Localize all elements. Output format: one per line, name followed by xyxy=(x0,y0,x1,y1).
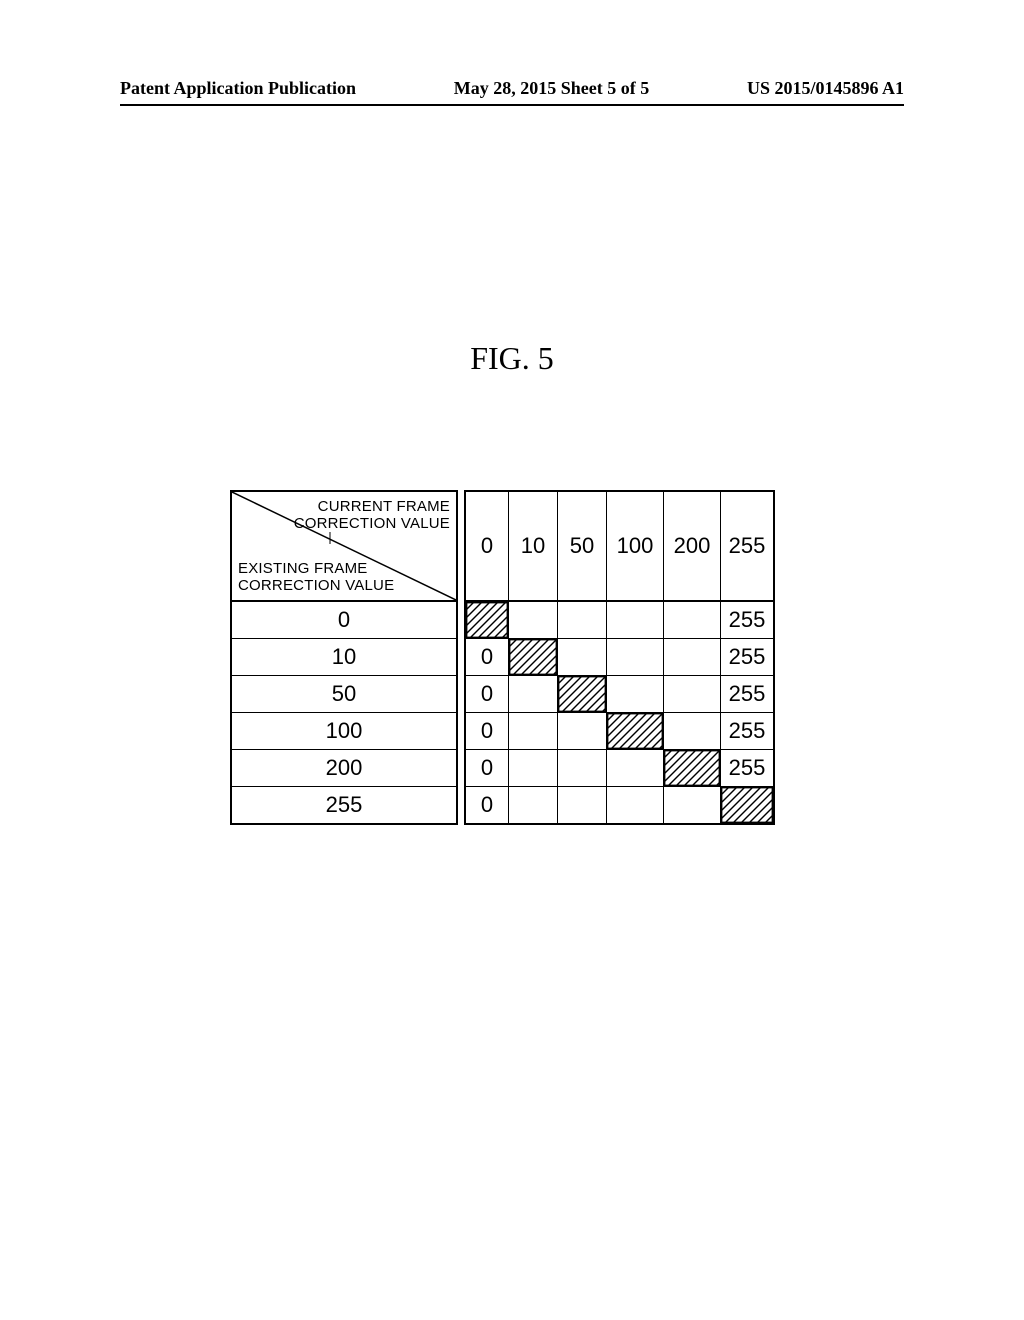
table-row: 255 xyxy=(466,602,773,638)
table-column-header: 100 xyxy=(606,492,663,600)
table-cell: 0 xyxy=(466,676,508,712)
table-row: 0 255 xyxy=(466,675,773,712)
table-left-column: CURRENT FRAME CORRECTION VALUE EXISTING … xyxy=(230,490,458,825)
diag-lower-label: EXISTING FRAME CORRECTION VALUE xyxy=(238,560,394,594)
table-cell xyxy=(557,713,606,749)
table-cell: 255 xyxy=(720,639,773,675)
table-cell xyxy=(557,639,606,675)
table-cell xyxy=(508,602,557,638)
table-cell xyxy=(606,602,663,638)
table-row-header: 50 xyxy=(232,675,456,712)
table-cell xyxy=(508,639,557,675)
table-cell xyxy=(508,676,557,712)
diag-lower-line1: EXISTING FRAME xyxy=(238,560,394,577)
diag-upper-line1: CURRENT FRAME xyxy=(294,498,450,515)
table-row-header: 255 xyxy=(232,786,456,823)
table-cell xyxy=(606,750,663,786)
table-column-headers: 01050100200255 xyxy=(466,492,773,602)
table-cell: 255 xyxy=(720,713,773,749)
table-cell: 0 xyxy=(466,750,508,786)
table-column-header: 0 xyxy=(466,492,508,600)
table-cell xyxy=(557,676,606,712)
table-cell: 0 xyxy=(466,713,508,749)
table-cell xyxy=(606,639,663,675)
page-header: Patent Application Publication May 28, 2… xyxy=(120,78,904,99)
table-column-header: 200 xyxy=(663,492,720,600)
table-cell xyxy=(720,787,773,823)
table-row: 0 255 xyxy=(466,712,773,749)
table-column-header: 10 xyxy=(508,492,557,600)
table-row-header: 200 xyxy=(232,749,456,786)
table-diagonal-header: CURRENT FRAME CORRECTION VALUE EXISTING … xyxy=(232,492,456,602)
table-cell: 255 xyxy=(720,750,773,786)
table-cell: 0 xyxy=(466,639,508,675)
table-cell: 255 xyxy=(720,676,773,712)
table-cell xyxy=(663,787,720,823)
table-cell xyxy=(606,787,663,823)
header-center: May 28, 2015 Sheet 5 of 5 xyxy=(454,78,649,99)
diag-upper-line2: CORRECTION VALUE xyxy=(294,515,450,532)
diag-lower-line2: CORRECTION VALUE xyxy=(238,577,394,594)
table-cell xyxy=(557,750,606,786)
table-cell xyxy=(508,750,557,786)
table-cell xyxy=(606,676,663,712)
diag-upper-label: CURRENT FRAME CORRECTION VALUE xyxy=(294,498,450,532)
table-cell xyxy=(557,602,606,638)
table-cell: 255 xyxy=(720,602,773,638)
header-left: Patent Application Publication xyxy=(120,78,356,99)
table-row: 0 255 xyxy=(466,749,773,786)
table-row: 0 xyxy=(466,786,773,823)
table-row-headers: 01050100200255 xyxy=(232,602,456,823)
page: Patent Application Publication May 28, 2… xyxy=(0,0,1024,1320)
table-cell xyxy=(606,713,663,749)
table-cell xyxy=(663,602,720,638)
table-column-header: 50 xyxy=(557,492,606,600)
table-cell xyxy=(466,602,508,638)
table-cell xyxy=(508,713,557,749)
table-cell xyxy=(663,676,720,712)
table-cell: 0 xyxy=(466,787,508,823)
table-body: 255 0 255 0 255 0 255 0 255 0 xyxy=(466,602,773,823)
table-row: 0 255 xyxy=(466,638,773,675)
header-right: US 2015/0145896 A1 xyxy=(747,78,904,99)
table-cell xyxy=(508,787,557,823)
table-cell xyxy=(557,787,606,823)
figure-label: FIG. 5 xyxy=(0,340,1024,377)
header-rule xyxy=(120,104,904,106)
table-cell xyxy=(663,639,720,675)
table-row-header: 100 xyxy=(232,712,456,749)
table-row-header: 0 xyxy=(232,602,456,638)
table-cell xyxy=(663,750,720,786)
table-right-grid: 01050100200255 25502550255025502550 xyxy=(464,490,775,825)
table-row-header: 10 xyxy=(232,638,456,675)
table-cell xyxy=(663,713,720,749)
correction-table: CURRENT FRAME CORRECTION VALUE EXISTING … xyxy=(230,490,775,825)
table-column-header: 255 xyxy=(720,492,773,600)
